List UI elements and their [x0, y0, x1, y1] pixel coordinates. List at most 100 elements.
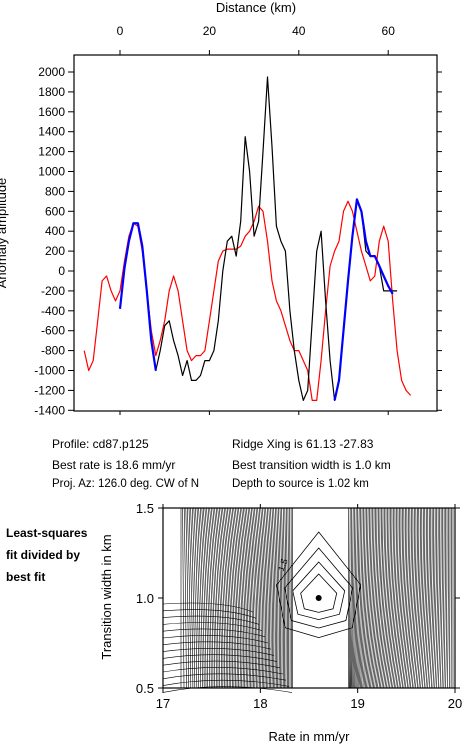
contour-label: 1.5 [276, 557, 290, 572]
contour-line [241, 507, 249, 689]
contour-x-tick-label: 18 [253, 696, 267, 711]
contour-line [203, 507, 210, 689]
contour-line [284, 507, 287, 689]
contour-line [258, 507, 265, 689]
contour-line [220, 507, 229, 689]
depth-label: Depth to source is 1.02 km [232, 478, 369, 490]
y-tick-label: -400 [41, 304, 65, 318]
x-axis-title-bottom: Rate in mm/yr [269, 729, 351, 744]
best-fit-point [315, 595, 322, 601]
contour-line [162, 679, 290, 687]
contour-line [393, 507, 403, 689]
contour-line [231, 507, 240, 689]
contour-line [287, 507, 290, 689]
contour-line [373, 507, 382, 689]
contour-line [162, 609, 257, 619]
y-tick-label: 400 [45, 224, 65, 238]
series-line-1 [118, 198, 394, 401]
contour-line [289, 507, 291, 689]
contour-line [162, 673, 287, 681]
contour-line [432, 507, 437, 689]
contour-line [262, 507, 268, 689]
contour-line [380, 507, 390, 689]
contour-line [183, 507, 187, 689]
x-axis-title-top: Distance (km) [216, 0, 296, 15]
contour-line [441, 507, 445, 689]
contour-line [401, 507, 411, 689]
contour-y-axis-title: Transition width in km [99, 534, 114, 659]
contour-x-tick-label: 17 [156, 696, 170, 711]
contour-line [162, 615, 260, 625]
y-tick-label: -1400 [34, 403, 65, 417]
contour-line [443, 507, 446, 689]
contour-line [279, 507, 283, 689]
contour-line [228, 507, 237, 689]
contour-line [244, 507, 252, 689]
contour-line [447, 507, 449, 689]
contour-line [217, 507, 225, 689]
contour-line [162, 602, 254, 613]
contour-line [162, 686, 293, 693]
proj-az-label: Proj. Az: 126.0 deg. CW of N [52, 478, 200, 490]
contour-line [243, 507, 250, 689]
contour-line [423, 507, 430, 689]
contour-line [182, 507, 185, 689]
contour-line [214, 507, 222, 689]
series-line-2 [83, 200, 412, 401]
contour-line [207, 507, 215, 689]
contour-line [281, 507, 284, 689]
contour-line [367, 507, 376, 689]
contour-line [223, 507, 232, 689]
contour-line [429, 507, 435, 689]
contour-line [257, 507, 264, 689]
contour-line [353, 507, 358, 689]
contour-x-tick-label: 20 [448, 696, 462, 711]
contour-line [196, 507, 203, 689]
contour-line [400, 507, 409, 689]
y-tick-label: 1800 [38, 85, 65, 99]
contour-line [209, 507, 217, 689]
contour-ring [292, 561, 346, 621]
contour-line [235, 507, 243, 689]
contour-line [364, 507, 373, 689]
contour-line [225, 507, 233, 689]
misfit-note-line-1: Least-squares [6, 526, 88, 540]
y-axis-title: Anomaly amplitude [0, 178, 9, 289]
contour-line [282, 507, 286, 689]
contour-line [390, 507, 400, 689]
contour-line [425, 507, 432, 689]
contour-line [236, 507, 244, 689]
contour-line [410, 507, 418, 689]
contour-line [439, 507, 443, 689]
contour-y-tick-label: 0.5 [136, 681, 154, 696]
contour-line [162, 648, 275, 656]
contour-line [198, 507, 205, 689]
contour-line [286, 507, 288, 689]
contour-line [415, 507, 423, 689]
contour-line [201, 507, 209, 689]
contour-line [188, 507, 194, 689]
contour-line [420, 507, 427, 689]
y-tick-label: 0 [58, 264, 65, 278]
top-x-tick-label: 40 [292, 24, 306, 38]
contour-line [445, 507, 448, 689]
contour-line [249, 507, 256, 689]
contour-line [374, 507, 384, 689]
contour-line [162, 660, 281, 669]
contour-line [406, 507, 415, 689]
contour-line [193, 507, 199, 689]
contour-line [408, 507, 417, 689]
y-tick-label: -1200 [34, 383, 65, 397]
contour-line [436, 507, 440, 689]
contour-line [370, 507, 379, 689]
contour-line [418, 507, 426, 689]
contour-line [438, 507, 442, 689]
contour-line [212, 507, 220, 689]
contour-line [413, 507, 421, 689]
contour-line [185, 507, 189, 689]
contour-line [227, 507, 235, 689]
contour-line [397, 507, 406, 689]
contour-y-tick-label: 1.5 [136, 501, 154, 516]
y-tick-label: -1000 [34, 364, 65, 378]
